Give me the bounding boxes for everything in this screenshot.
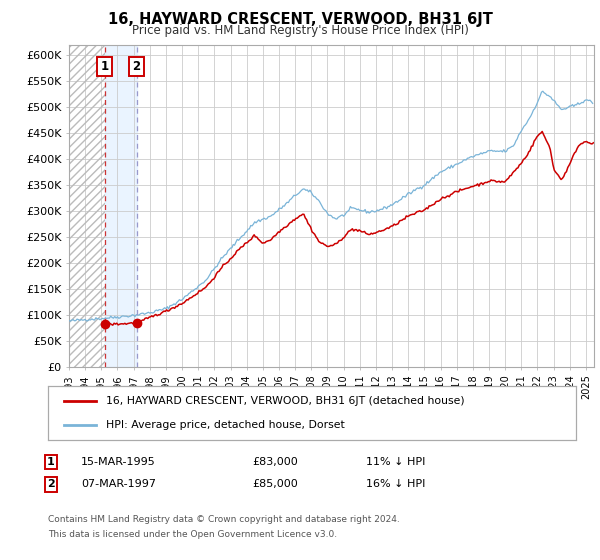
Text: 16% ↓ HPI: 16% ↓ HPI — [366, 479, 425, 489]
Text: Price paid vs. HM Land Registry's House Price Index (HPI): Price paid vs. HM Land Registry's House … — [131, 24, 469, 37]
Text: £83,000: £83,000 — [252, 457, 298, 467]
Text: This data is licensed under the Open Government Licence v3.0.: This data is licensed under the Open Gov… — [48, 530, 337, 539]
Text: 15-MAR-1995: 15-MAR-1995 — [81, 457, 156, 467]
Text: 16, HAYWARD CRESCENT, VERWOOD, BH31 6JT (detached house): 16, HAYWARD CRESCENT, VERWOOD, BH31 6JT … — [106, 396, 465, 407]
Bar — [69, 45, 104, 367]
Text: £85,000: £85,000 — [252, 479, 298, 489]
Text: 16, HAYWARD CRESCENT, VERWOOD, BH31 6JT: 16, HAYWARD CRESCENT, VERWOOD, BH31 6JT — [107, 12, 493, 27]
Text: HPI: Average price, detached house, Dorset: HPI: Average price, detached house, Dors… — [106, 419, 345, 430]
Bar — [69, 45, 104, 367]
Text: Contains HM Land Registry data © Crown copyright and database right 2024.: Contains HM Land Registry data © Crown c… — [48, 515, 400, 524]
Text: 1: 1 — [47, 457, 55, 467]
Text: 2: 2 — [47, 479, 55, 489]
Text: 07-MAR-1997: 07-MAR-1997 — [81, 479, 156, 489]
Text: 11% ↓ HPI: 11% ↓ HPI — [366, 457, 425, 467]
Bar — [104, 45, 137, 367]
Text: 2: 2 — [133, 60, 140, 73]
Text: 1: 1 — [101, 60, 109, 73]
